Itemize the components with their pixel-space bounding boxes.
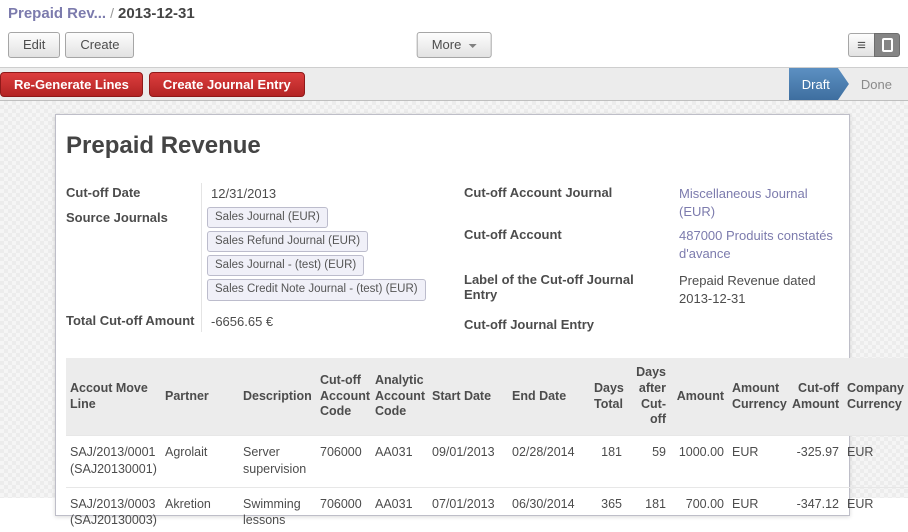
cutoff-lines-tbody: SAJ/2013/0001 (SAJ20130001) Agrolait Serve…	[66, 434, 908, 532]
cell-partner: Akretion	[161, 486, 239, 532]
cell-cutoff-amount: -325.97	[788, 434, 843, 488]
col-header-cutoff-account-code[interactable]: Cut-off Account Code	[316, 358, 371, 436]
statusbar: Re-Generate Lines Create Journal Entry D…	[0, 67, 908, 101]
table-header-row: Accout Move Line Partner Description Cut-of…	[66, 358, 908, 436]
regenerate-lines-button[interactable]: Re-Generate Lines	[0, 71, 143, 97]
cutoff-lines-table-zone: Accout Move Line Partner Description Cut-of…	[66, 358, 908, 532]
cell-days-after-cutoff: 181	[626, 486, 670, 532]
journal-entry-label-value: Prepaid Revenue dated 2013-12-31	[679, 273, 816, 306]
cutoff-journal-entry-value	[669, 314, 839, 332]
toolbar: Edit Create More ≡	[0, 25, 908, 67]
table-row[interactable]: SAJ/2013/0001 (SAJ20130001) Agrolait Serve…	[66, 434, 908, 488]
field-cutoff-account-journal: Cut-off Account Journal Miscellaneous Jo…	[464, 182, 839, 220]
total-cutoff-amount-label: Total Cut-off Amount	[66, 312, 195, 328]
breadcrumb: Prepaid Rev.../2013-12-31	[0, 0, 908, 25]
cell-amount-currency: EUR	[728, 434, 788, 488]
view-switcher: ≡	[848, 33, 900, 57]
more-button[interactable]: More	[416, 32, 492, 58]
field-cutoff-account: Cut-off Account 487000 Produits constaté…	[464, 224, 839, 262]
cell-amount-currency: EUR	[728, 486, 788, 532]
cutoff-journal-entry-label: Cut-off Journal Entry	[464, 317, 594, 333]
cell-move-line: SAJ/2013/0001 (SAJ20130001)	[66, 434, 161, 488]
col-header-partner[interactable]: Partner	[161, 358, 239, 436]
cell-cutoff-account-code: 706000	[316, 486, 371, 532]
col-header-analytic-account-code[interactable]: Analytic Account Code	[371, 358, 428, 436]
field-source-journals: Source Journals Sales Journal (EUR)Sales…	[66, 206, 464, 304]
cell-days-total: 181	[590, 434, 626, 488]
form-view-button[interactable]	[874, 33, 900, 57]
list-icon: ≡	[857, 36, 866, 54]
col-header-amount-currency[interactable]: Amount Currency	[728, 358, 788, 436]
col-header-end-date[interactable]: End Date	[508, 358, 590, 436]
col-header-start-date[interactable]: Start Date	[428, 358, 508, 436]
journal-tag: Sales Journal (EUR)	[207, 206, 328, 228]
col-header-move-line[interactable]: Accout Move Line	[66, 358, 161, 436]
cutoff-date-value: 12/31/2013	[211, 186, 277, 201]
source-journals-label: Source Journals	[66, 209, 168, 225]
journal-tag: Sales Credit Note Journal - (test) (EUR)	[207, 279, 426, 301]
col-header-days-total[interactable]: Days Total	[590, 358, 626, 436]
edit-button[interactable]: Edit	[8, 32, 61, 58]
field-group-right: Cut-off Account Journal Miscellaneous Jo…	[464, 182, 849, 336]
cell-days-total: 365	[590, 486, 626, 532]
journal-tag: Sales Refund Journal (EUR)	[207, 230, 369, 253]
cutoff-account-journal-label: Cut-off Account Journal	[464, 185, 613, 200]
field-cutoff-date: Cut-off Date 12/31/2013	[66, 182, 464, 203]
create-journal-entry-button[interactable]: Create Journal Entry	[148, 71, 305, 97]
cell-partner: Agrolait	[161, 434, 239, 488]
cell-description: Server supervision	[239, 434, 316, 488]
cell-cutoff-amount: -347.12	[788, 486, 843, 532]
col-header-description[interactable]: Description	[239, 358, 316, 436]
breadcrumb-current: 2013-12-31	[117, 5, 195, 22]
chevron-down-icon	[468, 43, 477, 48]
field-cutoff-journal-entry: Cut-off Journal Entry	[464, 314, 839, 332]
cutoff-date-label: Cut-off Date	[66, 185, 141, 200]
create-button[interactable]: Create	[65, 32, 135, 58]
cutoff-account-journal-link[interactable]: Miscellaneous Journal (EUR)	[679, 186, 808, 219]
col-header-company-currency[interactable]: Company Currency	[843, 358, 908, 436]
col-header-days-after-cutoff[interactable]: Days after Cut-off	[626, 358, 670, 436]
cutoff-lines-table: Accout Move Line Partner Description Cut-of…	[66, 358, 908, 532]
field-group-left: Cut-off Date 12/31/2013 Source Journals …	[66, 182, 464, 336]
form-background: Prepaid Revenue Cut-off Date 12/31/2013 …	[0, 101, 908, 532]
more-button-label: More	[431, 37, 462, 52]
breadcrumb-separator: /	[110, 5, 114, 21]
cell-move-line: SAJ/2013/0003 (SAJ20130003)	[66, 486, 161, 532]
status-done[interactable]: Done	[860, 76, 892, 92]
col-header-amount[interactable]: Amount	[670, 358, 728, 436]
cell-cutoff-account-code: 706000	[316, 434, 371, 488]
journal-tag: Sales Journal - (test) (EUR)	[207, 255, 365, 277]
cell-amount: 1000.00	[670, 434, 728, 488]
cell-end-date: 06/30/2014	[508, 486, 590, 532]
cell-end-date: 02/28/2014	[508, 434, 590, 488]
status-widget: Draft Done	[789, 68, 904, 100]
form-icon	[881, 38, 893, 52]
cell-company-currency: EUR	[843, 434, 908, 488]
form-sheet: Prepaid Revenue Cut-off Date 12/31/2013 …	[55, 114, 908, 532]
cell-description: Swimming lessons	[239, 486, 316, 532]
cell-analytic-account-code: AA031	[371, 434, 428, 488]
table-row[interactable]: SAJ/2013/0003 (SAJ20130003) Akretion Swimm…	[66, 486, 908, 532]
cell-amount: 700.00	[670, 486, 728, 532]
field-journal-entry-label: Label of the Cut-off Journal Entry Prepa…	[464, 269, 839, 307]
cell-start-date: 09/01/2013	[428, 434, 508, 488]
status-draft[interactable]: Draft	[789, 68, 849, 100]
field-total-cutoff-amount: Total Cut-off Amount -6656.65 €	[66, 310, 464, 331]
cell-analytic-account-code: AA031	[371, 486, 428, 532]
cell-company-currency: EUR	[843, 486, 908, 532]
cell-days-after-cutoff: 59	[626, 434, 670, 488]
cutoff-account-label: Cut-off Account	[464, 227, 562, 243]
list-view-button[interactable]: ≡	[848, 33, 874, 57]
breadcrumb-parent-link[interactable]: Prepaid Rev...	[8, 5, 107, 22]
source-journals-tags: Sales Journal (EUR)Sales Refund Journal …	[201, 206, 464, 304]
cell-start-date: 07/01/2013	[428, 486, 508, 532]
col-header-cutoff-amount[interactable]: Cut-off Amount	[788, 358, 843, 436]
page-title: Prepaid Revenue	[66, 132, 261, 159]
journal-entry-label-label: Label of the Cut-off Journal Entry	[464, 272, 634, 303]
total-cutoff-amount-value: -6656.65 €	[211, 313, 274, 329]
cutoff-account-link[interactable]: 487000 Produits constatés d'avance	[679, 228, 833, 261]
